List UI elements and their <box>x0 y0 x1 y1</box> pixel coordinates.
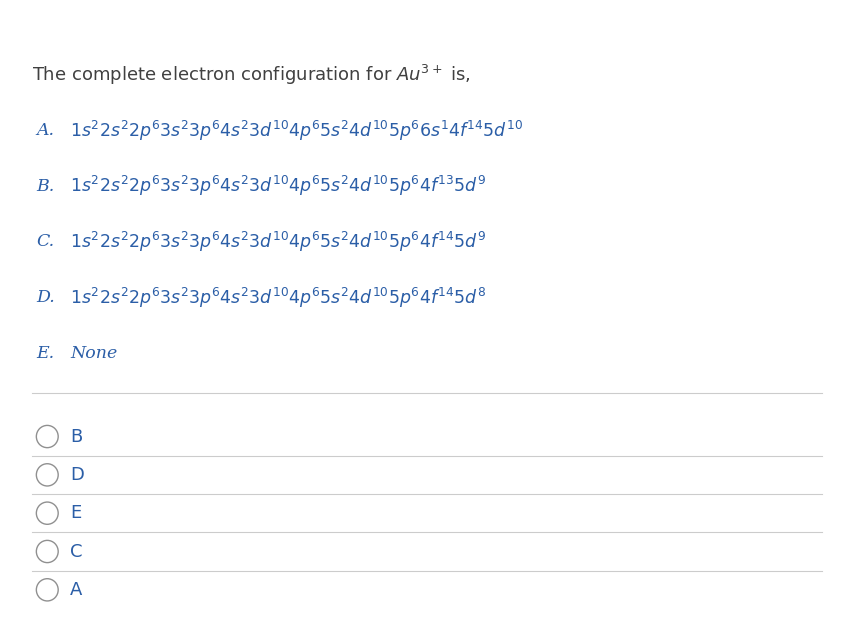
Text: $1s^{2}2s^{2}2p^{6}3s^{2}3p^{6}4s^{2}3d^{10}4p^{6}5s^{2}4d^{10}5p^{6}4f^{14}5d^{: $1s^{2}2s^{2}2p^{6}3s^{2}3p^{6}4s^{2}3d^… <box>70 230 485 254</box>
Text: $1s^{2}2s^{2}2p^{6}3s^{2}3p^{6}4s^{2}3d^{10}4p^{6}5s^{2}4d^{10}5p^{6}4f^{14}5d^{: $1s^{2}2s^{2}2p^{6}3s^{2}3p^{6}4s^{2}3d^… <box>70 286 485 310</box>
Text: C.: C. <box>37 233 55 250</box>
Text: $1s^{2}2s^{2}2p^{6}3s^{2}3p^{6}4s^{2}3d^{10}4p^{6}5s^{2}4d^{10}5p^{6}6s^{1}4f^{1: $1s^{2}2s^{2}2p^{6}3s^{2}3p^{6}4s^{2}3d^… <box>70 119 522 143</box>
Text: E: E <box>70 504 81 522</box>
Text: E.: E. <box>37 344 55 362</box>
Text: D: D <box>70 466 84 484</box>
Text: D.: D. <box>37 289 55 306</box>
Text: B.: B. <box>37 178 55 195</box>
Text: C: C <box>70 542 83 561</box>
Text: B: B <box>70 427 82 446</box>
Text: A.: A. <box>37 122 55 139</box>
Text: $1s^{2}2s^{2}2p^{6}3s^{2}3p^{6}4s^{2}3d^{10}4p^{6}5s^{2}4d^{10}5p^{6}4f^{13}5d^{: $1s^{2}2s^{2}2p^{6}3s^{2}3p^{6}4s^{2}3d^… <box>70 174 485 198</box>
Text: The complete electron configuration for $Au^{3+}$ is,: The complete electron configuration for … <box>32 63 471 87</box>
Text: A: A <box>70 581 82 599</box>
Text: None: None <box>70 344 117 362</box>
